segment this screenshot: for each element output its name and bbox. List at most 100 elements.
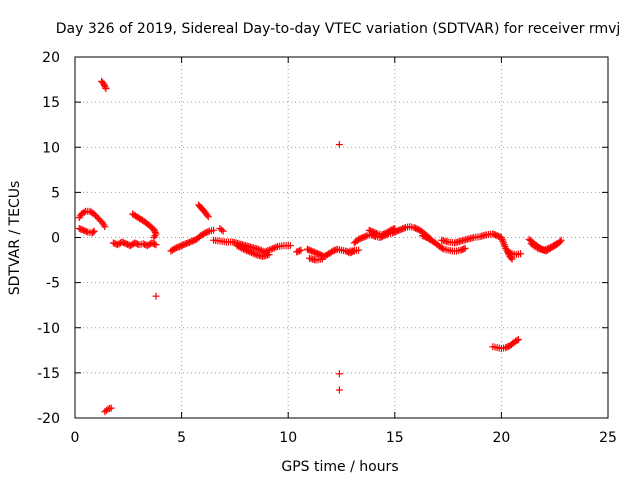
data-point [267, 245, 275, 253]
data-marks [75, 77, 565, 416]
data-point [151, 232, 159, 240]
data-point [513, 336, 521, 344]
data-point [218, 226, 226, 234]
data-point [219, 227, 227, 235]
x-tick-label: 5 [177, 430, 186, 446]
data-point [251, 250, 259, 258]
data-segment [75, 207, 109, 231]
data-point [335, 386, 343, 394]
data-point [517, 250, 525, 258]
data-point [265, 251, 273, 259]
data-point [239, 245, 247, 253]
data-segment [109, 238, 160, 250]
data-point [247, 249, 255, 257]
data-point [101, 223, 109, 231]
data-point [89, 228, 97, 236]
data-point [80, 208, 88, 216]
data-point [82, 227, 90, 235]
data-point [362, 232, 370, 240]
data-point [254, 245, 262, 253]
data-point [557, 236, 565, 244]
data-point [100, 82, 108, 90]
data-point [461, 244, 469, 252]
y-tick-label: 10 [42, 140, 60, 156]
y-tick-label: -20 [37, 411, 60, 427]
x-tick-label: 20 [492, 430, 510, 446]
data-point [150, 234, 158, 241]
data-point [532, 243, 540, 251]
data-segment [195, 201, 212, 221]
data-point [514, 335, 522, 343]
data-point [335, 370, 343, 378]
x-tick-label: 15 [386, 430, 404, 446]
data-point [152, 241, 160, 249]
y-tick-label: -5 [46, 276, 60, 292]
data-point [107, 404, 115, 412]
data-point [204, 228, 212, 236]
data-point [542, 245, 550, 253]
x-tick-label: 10 [279, 430, 297, 446]
x-tick-label: 25 [599, 430, 617, 446]
data-segment [129, 210, 160, 241]
data-point [318, 255, 326, 263]
data-point [438, 244, 446, 252]
data-point [152, 292, 160, 300]
data-point [241, 246, 249, 254]
data-point [551, 241, 559, 249]
data-point [102, 85, 110, 93]
chart-title: Day 326 of 2019, Sidereal Day-to-day VTE… [56, 21, 621, 37]
data-point [244, 247, 252, 255]
series-sdtvar [75, 77, 565, 416]
data-segment [365, 224, 399, 239]
data-point [389, 225, 397, 233]
y-tick-label: 20 [42, 50, 60, 66]
data-segment [75, 224, 98, 237]
data-point [249, 249, 257, 257]
data-point [100, 80, 108, 88]
grid-layer [75, 57, 608, 418]
data-segment [527, 240, 561, 254]
data-point [101, 83, 109, 91]
data-segment [419, 232, 469, 255]
y-tick-label: 15 [42, 95, 60, 111]
data-point [355, 246, 363, 254]
y-tick-label: -15 [37, 366, 60, 382]
ticks-layer: 0 5 10 15 20 25 -20 -15 -10 -5 0 5 10 15 20 [37, 50, 617, 446]
data-point [543, 245, 551, 253]
data-segment [504, 248, 525, 259]
data-point [203, 211, 211, 219]
x-axis-title: GPS time / hours [281, 459, 398, 475]
y-tick-label: 5 [51, 185, 60, 201]
data-point [296, 247, 304, 255]
data-point [272, 243, 280, 251]
data-segment [216, 224, 227, 235]
data-segment [167, 226, 218, 255]
data-segment [335, 141, 343, 149]
data-point [391, 224, 399, 232]
data-point [210, 226, 218, 234]
data-segment [489, 335, 522, 353]
data-point [151, 240, 159, 248]
data-point [297, 246, 305, 254]
data-segment [346, 246, 363, 255]
data-point [335, 141, 343, 149]
data-point [238, 244, 246, 252]
data-point [243, 247, 251, 255]
data-segment [335, 386, 343, 394]
data-point [400, 224, 408, 232]
data-point [270, 244, 278, 252]
x-tick-label: 0 [71, 430, 80, 446]
data-point [286, 242, 294, 250]
data-point [269, 245, 277, 253]
y-tick-label: 0 [51, 231, 60, 247]
data-segment [438, 230, 516, 263]
y-axis-title: SDTVAR / TECUs [7, 181, 23, 296]
data-point [90, 227, 98, 235]
data-point [246, 248, 254, 256]
data-point [372, 229, 380, 237]
data-point [545, 244, 553, 252]
data-point [460, 245, 468, 253]
data-segment [306, 254, 326, 264]
data-segment [233, 242, 273, 260]
